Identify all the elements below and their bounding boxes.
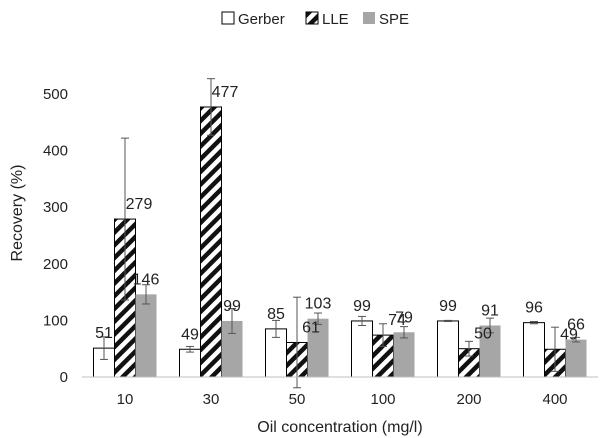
x-tick-label: 100 — [370, 391, 395, 408]
data-label: 49 — [560, 326, 578, 343]
data-label: 50 — [474, 326, 492, 343]
y-tick-label: 300 — [43, 199, 68, 216]
data-label: 91 — [481, 302, 499, 319]
data-label: 477 — [212, 84, 239, 101]
bar-gerber — [179, 348, 201, 378]
data-label: 279 — [126, 196, 153, 213]
legend-label-gerber: Gerber — [238, 11, 285, 28]
x-tick-label: 30 — [203, 391, 220, 408]
y-tick-label: 100 — [43, 312, 68, 329]
legend-swatch-lle — [305, 11, 319, 25]
x-tick-label: 50 — [289, 391, 306, 408]
data-label: 79 — [395, 309, 413, 326]
y-axis-title: Recovery (%) — [9, 165, 26, 262]
x-tick-label: 200 — [456, 391, 481, 408]
y-axis: 0 100 200 300 400 500 — [43, 86, 68, 386]
legend-label-spe: SPE — [379, 11, 409, 28]
data-label: 146 — [133, 271, 160, 288]
y-tick-label: 0 — [60, 369, 68, 386]
bar-spe — [135, 294, 157, 377]
bar-spe — [307, 318, 329, 377]
data-label: 49 — [181, 326, 199, 343]
x-axis: 10 30 50 100 200 400 — [117, 391, 568, 408]
data-label: 99 — [223, 298, 241, 315]
data-label: 74 — [388, 312, 406, 329]
data-label: 51 — [95, 325, 113, 342]
y-tick-label: 400 — [43, 143, 68, 160]
data-label: 99 — [439, 298, 457, 315]
legend-swatch-spe — [363, 12, 375, 24]
y-tick-label: 500 — [43, 86, 68, 103]
data-labels: 51 49 85 99 99 96 279 477 61 74 50 49 146 99 103 79 91 66 — [95, 84, 585, 343]
y-tick-label: 200 — [43, 256, 68, 273]
legend-label-lle: LLE — [322, 11, 349, 28]
x-tick-label: 400 — [542, 391, 567, 408]
bar-spe — [565, 339, 587, 377]
data-label: 96 — [525, 300, 543, 317]
data-label: 103 — [305, 296, 332, 313]
bar-spe — [479, 325, 501, 377]
bar-spe — [221, 320, 243, 377]
data-label: 66 — [567, 317, 585, 334]
bar-gerber — [523, 322, 545, 378]
bar-gerber — [351, 320, 373, 378]
x-axis-title: Oil concentration (mg/l) — [257, 419, 422, 436]
data-label: 99 — [353, 298, 371, 315]
x-tick-label: 10 — [117, 391, 134, 408]
data-label: 85 — [267, 306, 285, 323]
bar-lle — [200, 106, 222, 378]
bars — [93, 106, 587, 378]
legend-swatch-gerber — [221, 11, 235, 25]
error-bars — [100, 78, 580, 389]
bar-spe — [393, 332, 415, 377]
data-label: 61 — [302, 319, 320, 336]
legend: Gerber LLE SPE — [221, 11, 409, 28]
bar-gerber — [437, 320, 459, 378]
